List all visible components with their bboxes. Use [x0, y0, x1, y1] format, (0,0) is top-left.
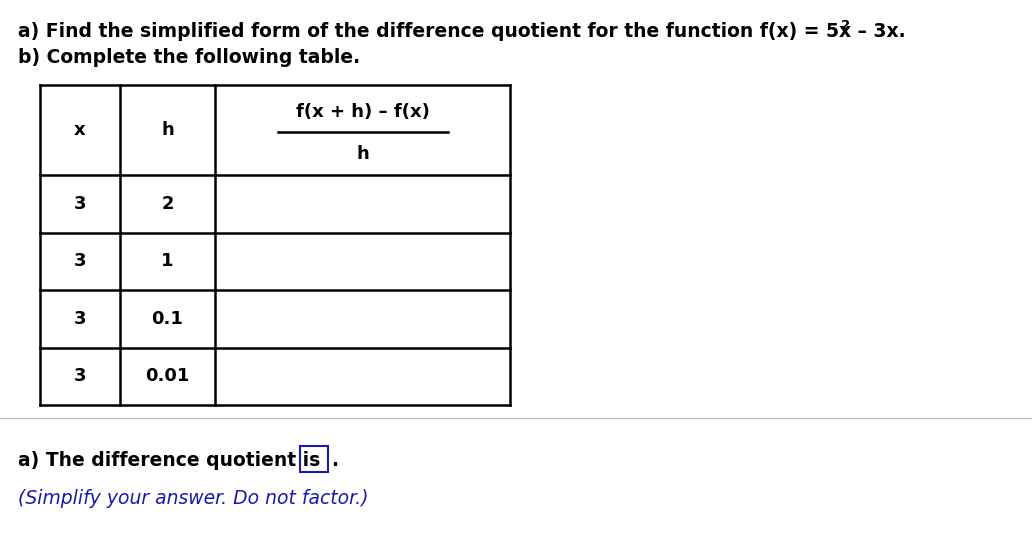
Text: f(x + h) – f(x): f(x + h) – f(x) [295, 103, 429, 121]
Text: 3: 3 [73, 195, 87, 213]
Text: 0.01: 0.01 [146, 367, 190, 385]
Text: 1: 1 [161, 252, 173, 270]
Text: 0.1: 0.1 [152, 310, 184, 328]
Text: 3: 3 [73, 310, 87, 328]
Text: h: h [356, 145, 368, 163]
Text: h: h [161, 121, 173, 139]
Text: b) Complete the following table.: b) Complete the following table. [18, 48, 360, 67]
Text: .: . [331, 450, 338, 469]
Text: 3: 3 [73, 252, 87, 270]
Text: a) Find the simplified form of the difference quotient for the function f(x) = 5: a) Find the simplified form of the diffe… [18, 22, 851, 41]
Text: (Simplify your answer. Do not factor.): (Simplify your answer. Do not factor.) [18, 489, 368, 507]
Text: 2: 2 [161, 195, 173, 213]
Text: x: x [74, 121, 86, 139]
Text: a) The difference quotient is: a) The difference quotient is [18, 450, 320, 469]
Bar [300, 446, 328, 472]
Text: 3: 3 [73, 367, 87, 385]
Text: – 3x.: – 3x. [851, 22, 906, 41]
Text: 2: 2 [841, 19, 850, 32]
